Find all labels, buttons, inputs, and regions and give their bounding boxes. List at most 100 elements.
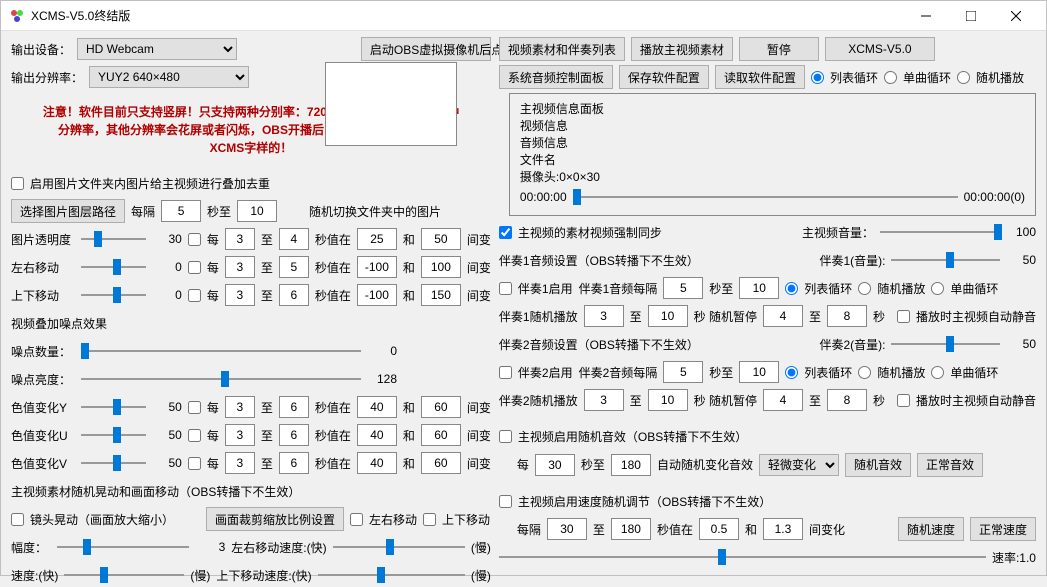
- random-speed-button[interactable]: 随机速度: [898, 517, 964, 541]
- cv-c[interactable]: [357, 452, 397, 474]
- ud-d[interactable]: [421, 284, 461, 306]
- lr-speed-slider[interactable]: [333, 537, 465, 557]
- accomp2-enable-chk[interactable]: [499, 366, 512, 379]
- cv-slider[interactable]: [81, 453, 146, 473]
- speed-v4[interactable]: [763, 518, 803, 540]
- audio-panel-button[interactable]: 系统音频控制面板: [499, 65, 613, 89]
- close-button[interactable]: [993, 1, 1038, 31]
- sfx-select[interactable]: 轻微变化: [759, 454, 839, 476]
- output-res-select[interactable]: YUY2 640×480: [89, 66, 249, 88]
- cu-d[interactable]: [421, 424, 461, 446]
- accomp1-pv2[interactable]: [827, 305, 867, 327]
- play-main-video-button[interactable]: 播放主视频素材: [631, 37, 733, 61]
- random-sfx-button[interactable]: 随机音效: [845, 453, 911, 477]
- opacity-chk[interactable]: [188, 233, 201, 246]
- accomp2-r1[interactable]: [785, 366, 798, 379]
- cu-b[interactable]: [279, 424, 309, 446]
- shake-chk[interactable]: [11, 513, 24, 526]
- accomp2-mute-chk[interactable]: [897, 394, 910, 407]
- sfx-v1[interactable]: [535, 454, 575, 476]
- cv-a[interactable]: [225, 452, 255, 474]
- cy-c[interactable]: [357, 396, 397, 418]
- cv-b[interactable]: [279, 452, 309, 474]
- lr-c[interactable]: [357, 256, 397, 278]
- accomp1-r3[interactable]: [931, 282, 944, 295]
- lr-d[interactable]: [421, 256, 461, 278]
- ud-move-chk[interactable]: [423, 513, 436, 526]
- speed-v1[interactable]: [547, 518, 587, 540]
- ud-speed-slider[interactable]: [318, 565, 465, 585]
- accomp2-v1[interactable]: [663, 361, 703, 383]
- opacity-c[interactable]: [357, 228, 397, 250]
- main-vol-slider[interactable]: [880, 222, 1000, 242]
- amplitude-slider[interactable]: [57, 537, 189, 557]
- ud-c[interactable]: [357, 284, 397, 306]
- overlay-enable-checkbox[interactable]: [11, 177, 24, 190]
- normal-sfx-button[interactable]: 正常音效: [917, 453, 983, 477]
- cu-chk[interactable]: [188, 429, 201, 442]
- cu-a[interactable]: [225, 424, 255, 446]
- opacity-slider[interactable]: [81, 229, 146, 249]
- ud-move-slider[interactable]: [81, 285, 146, 305]
- load-config-button[interactable]: 读取软件配置: [715, 65, 805, 89]
- accomp1-rv1[interactable]: [584, 305, 624, 327]
- opacity-b[interactable]: [279, 228, 309, 250]
- accomp2-pv2[interactable]: [827, 389, 867, 411]
- cy-d[interactable]: [421, 396, 461, 418]
- accomp1-v2[interactable]: [739, 277, 779, 299]
- sync-checkbox[interactable]: [499, 226, 512, 239]
- lr-b[interactable]: [279, 256, 309, 278]
- sfx-enable-chk[interactable]: [499, 430, 512, 443]
- accomp1-v1[interactable]: [663, 277, 703, 299]
- video-material-button[interactable]: 视频素材和伴奏列表: [499, 37, 625, 61]
- rate-slider[interactable]: [499, 547, 986, 567]
- speed-v3[interactable]: [699, 518, 739, 540]
- xcms-button[interactable]: XCMS-V5.0: [825, 37, 935, 61]
- loop-single-radio[interactable]: [884, 71, 897, 84]
- lr-move-slider[interactable]: [81, 257, 146, 277]
- cy-slider[interactable]: [81, 397, 146, 417]
- select-image-path-button[interactable]: 选择图片图层路径: [11, 199, 125, 223]
- accomp2-rv2[interactable]: [648, 389, 688, 411]
- speed-enable-chk[interactable]: [499, 495, 512, 508]
- pause-button[interactable]: 暂停: [739, 37, 819, 61]
- speed-slider[interactable]: [64, 565, 184, 585]
- minimize-button[interactable]: [903, 1, 948, 31]
- accomp1-r2[interactable]: [858, 282, 871, 295]
- maximize-button[interactable]: [948, 1, 993, 31]
- accomp2-vol-slider[interactable]: [891, 334, 1000, 354]
- crop-settings-button[interactable]: 画面裁剪缩放比例设置: [206, 507, 344, 531]
- opacity-d[interactable]: [421, 228, 461, 250]
- accomp2-pv1[interactable]: [763, 389, 803, 411]
- ud-b[interactable]: [279, 284, 309, 306]
- cy-a[interactable]: [225, 396, 255, 418]
- accomp1-r1[interactable]: [785, 282, 798, 295]
- ud-a[interactable]: [225, 284, 255, 306]
- normal-speed-button[interactable]: 正常速度: [970, 517, 1036, 541]
- cy-b[interactable]: [279, 396, 309, 418]
- cv-chk[interactable]: [188, 457, 201, 470]
- noise-count-slider[interactable]: [81, 341, 361, 361]
- ud-chk[interactable]: [188, 289, 201, 302]
- time-slider[interactable]: [573, 187, 958, 207]
- accomp2-v2[interactable]: [739, 361, 779, 383]
- accomp1-rv2[interactable]: [648, 305, 688, 327]
- cu-c[interactable]: [357, 424, 397, 446]
- cu-slider[interactable]: [81, 425, 146, 445]
- accomp1-enable-chk[interactable]: [499, 282, 512, 295]
- accomp1-pv1[interactable]: [763, 305, 803, 327]
- accomp2-r3[interactable]: [931, 366, 944, 379]
- cy-chk[interactable]: [188, 401, 201, 414]
- start-obs-button[interactable]: 启动OBS虚拟摄像机后点我: [361, 37, 491, 61]
- interval-min-input[interactable]: [161, 200, 201, 222]
- cv-d[interactable]: [421, 452, 461, 474]
- speed-v2[interactable]: [611, 518, 651, 540]
- output-device-select[interactable]: HD Webcam: [77, 38, 237, 60]
- accomp1-vol-slider[interactable]: [891, 250, 1000, 270]
- loop-list-radio[interactable]: [811, 71, 824, 84]
- lr-move-chk[interactable]: [350, 513, 363, 526]
- accomp2-r2[interactable]: [858, 366, 871, 379]
- random-play-radio[interactable]: [957, 71, 970, 84]
- noise-bright-slider[interactable]: [81, 369, 361, 389]
- save-config-button[interactable]: 保存软件配置: [619, 65, 709, 89]
